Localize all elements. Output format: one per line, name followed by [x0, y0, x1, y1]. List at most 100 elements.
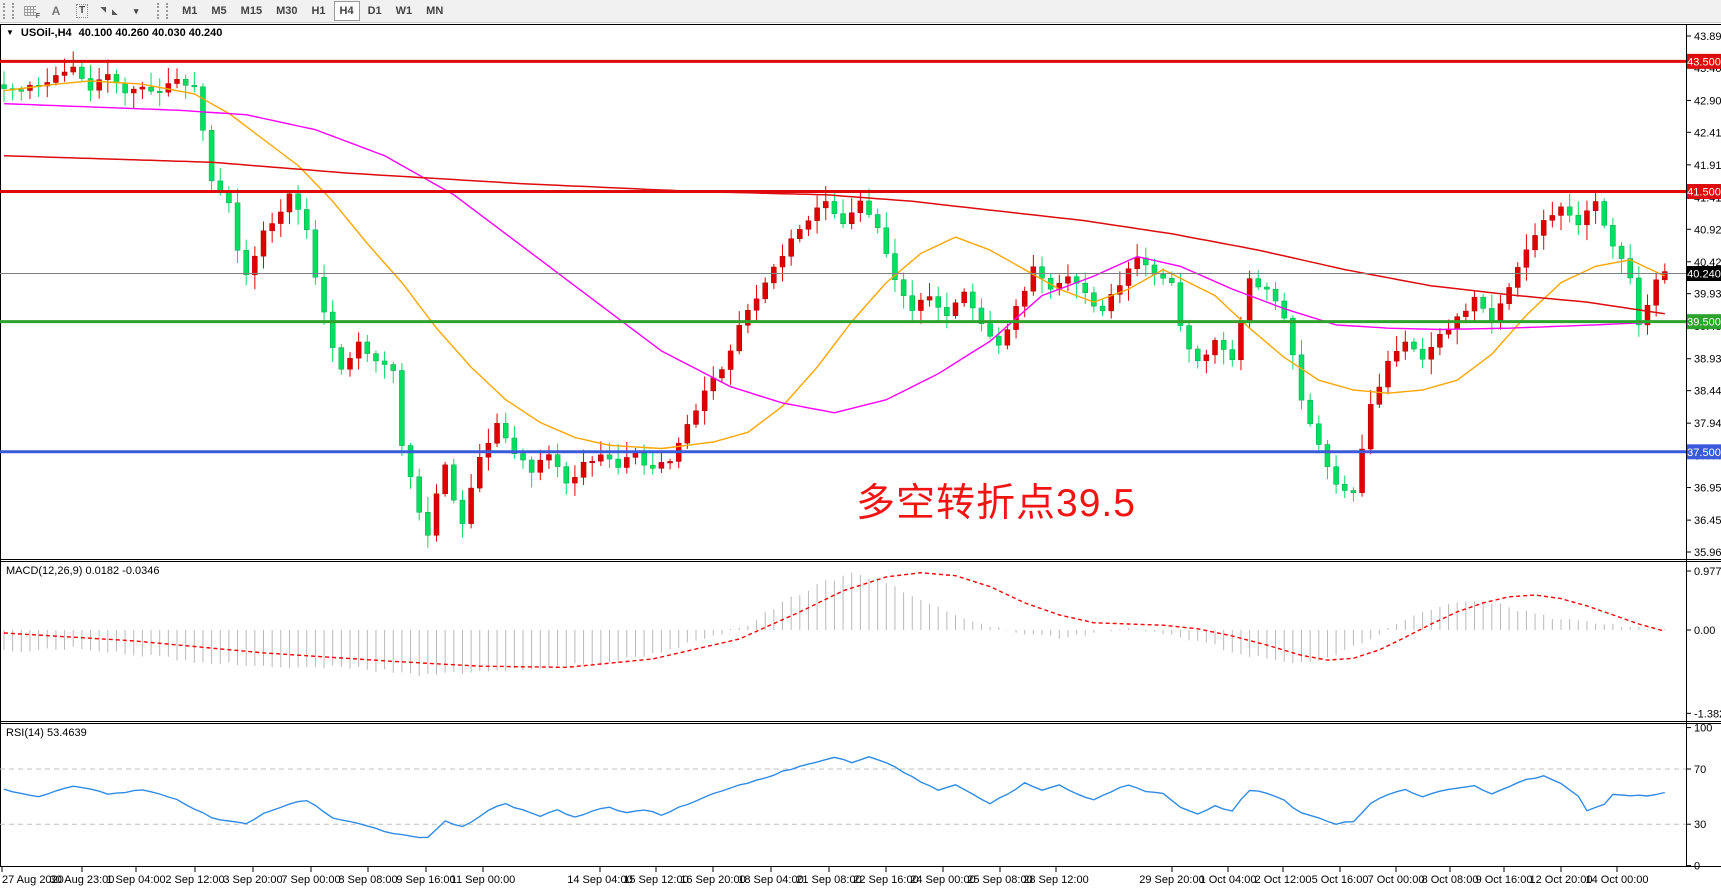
candle-body — [364, 341, 371, 354]
candle-body — [122, 82, 128, 94]
t-letter-icon: T — [76, 4, 89, 18]
time-tick-label: 8 Oct 08:00 — [1422, 874, 1479, 886]
price-badge-label: 41.500 — [1687, 187, 1721, 199]
candle-body — [243, 250, 249, 276]
candle-body — [208, 130, 215, 182]
price-tick-label: 36.950 — [1694, 483, 1721, 495]
candle-body — [883, 227, 890, 254]
candle-body — [338, 347, 345, 370]
candle-body — [970, 291, 976, 309]
timeframe-button-h1[interactable]: H1 — [305, 1, 331, 21]
candle-body — [727, 350, 734, 370]
candle-body — [1177, 282, 1184, 326]
candle-body — [156, 90, 163, 93]
timeframe-button-m5[interactable]: M5 — [205, 1, 232, 21]
candle-body — [909, 295, 915, 311]
candle-body — [1627, 258, 1633, 279]
price-badge-label: 40.240 — [1687, 269, 1721, 281]
macd-tick-label: 0.00 — [1694, 625, 1715, 637]
candle-body — [1636, 277, 1642, 326]
timeframe-toolbar-grip[interactable] — [157, 3, 169, 19]
timeframe-button-w1[interactable]: W1 — [390, 1, 419, 21]
candle-body — [139, 86, 146, 90]
price-tick-label: 42.410 — [1694, 127, 1721, 139]
candle-body — [537, 459, 544, 473]
slow-ma-red — [3, 154, 1665, 315]
candle-body — [1004, 329, 1011, 346]
price-badge-label: 39.500 — [1687, 317, 1721, 329]
candle-body — [347, 357, 353, 370]
candle-body — [1497, 303, 1504, 321]
candle-body — [1160, 274, 1166, 279]
candle-body — [762, 282, 768, 300]
price-tick-label: 38.930 — [1694, 354, 1721, 366]
candle-body — [1584, 210, 1590, 226]
candle-body — [580, 461, 587, 478]
candle-body — [546, 454, 552, 461]
candle-body — [1618, 245, 1625, 259]
chart-annotation-text: 多空转折点39.5 — [856, 482, 1136, 525]
timeframe-button-m15[interactable]: M15 — [235, 1, 268, 21]
price-tick-label: 36.450 — [1694, 515, 1721, 527]
candle-body — [701, 390, 708, 412]
candle-body — [1194, 348, 1201, 362]
candle-body — [831, 201, 838, 214]
candle-body — [1082, 282, 1088, 294]
timeframe-button-mn[interactable]: MN — [420, 1, 449, 21]
candle-body — [1419, 348, 1426, 360]
candle-body — [96, 79, 102, 91]
candle-body — [840, 213, 846, 224]
candle-body — [468, 487, 474, 524]
candle-body — [131, 88, 137, 94]
toolbar-grip[interactable] — [3, 3, 14, 19]
candle-body — [1246, 278, 1253, 321]
candle-body — [1480, 296, 1486, 309]
candle-body — [105, 74, 111, 80]
medium-ma-magenta — [3, 103, 1665, 414]
caret-down-icon[interactable]: ▾ — [124, 1, 148, 21]
candle-body — [1169, 277, 1175, 283]
time-tick-label: 1 Oct 04:00 — [1200, 874, 1257, 886]
candle-body — [1272, 288, 1279, 302]
timeframe-button-d1[interactable]: D1 — [362, 1, 388, 21]
candle-body — [598, 454, 604, 462]
symbol-collapse-icon[interactable]: ▼ — [6, 28, 14, 37]
candle-body — [1610, 225, 1616, 247]
candle-body — [425, 512, 431, 536]
candle-body — [771, 266, 777, 284]
candle-body — [1333, 466, 1339, 485]
time-tick-label: 7 Sep 00:00 — [281, 874, 340, 886]
timeframe-button-h4[interactable]: H4 — [333, 1, 360, 21]
candle-body — [1212, 340, 1218, 356]
macd-indicator-label: MACD(12,26,9) 0.0182 -0.0346 — [6, 565, 160, 577]
candle-body — [381, 360, 388, 365]
candle-body — [1316, 423, 1322, 445]
price-tick-label: 43.890 — [1694, 31, 1721, 43]
candle-body — [1324, 444, 1331, 467]
candle-body — [1402, 341, 1409, 352]
candle-body — [1307, 399, 1313, 425]
grid-f-icon[interactable]: F — [18, 1, 42, 21]
candle-body — [1125, 268, 1132, 286]
candle-body — [624, 457, 630, 468]
candle-body — [511, 437, 518, 455]
candle-body — [1540, 220, 1547, 236]
time-tick-label: 5 Oct 16:00 — [1312, 874, 1369, 886]
timeframe-button-m1[interactable]: M1 — [176, 1, 203, 21]
arrange-arrows-icon[interactable] — [96, 1, 122, 21]
candle-body — [1566, 206, 1573, 216]
candle-body — [520, 453, 526, 461]
time-tick-label: 8 Sep 08:00 — [338, 874, 397, 886]
candle-body — [416, 476, 422, 513]
price-badge — [1687, 53, 1721, 69]
text-box-icon[interactable]: T — [70, 1, 94, 21]
macd-tick-label: -1.382 — [1694, 708, 1721, 720]
candle-body — [165, 83, 172, 93]
timeframe-button-m30[interactable]: M30 — [270, 1, 303, 21]
text-a-icon[interactable]: A — [44, 1, 68, 21]
symbol-name: USOil-,H4 — [20, 27, 72, 39]
time-tick-label: 28 Sep 12:00 — [1023, 874, 1088, 886]
candle-body — [961, 291, 967, 304]
chart-canvas[interactable]: 43.89043.40042.90042.41041.91041.41040.9… — [0, 23, 1721, 889]
chart-background[interactable] — [0, 23, 1721, 889]
